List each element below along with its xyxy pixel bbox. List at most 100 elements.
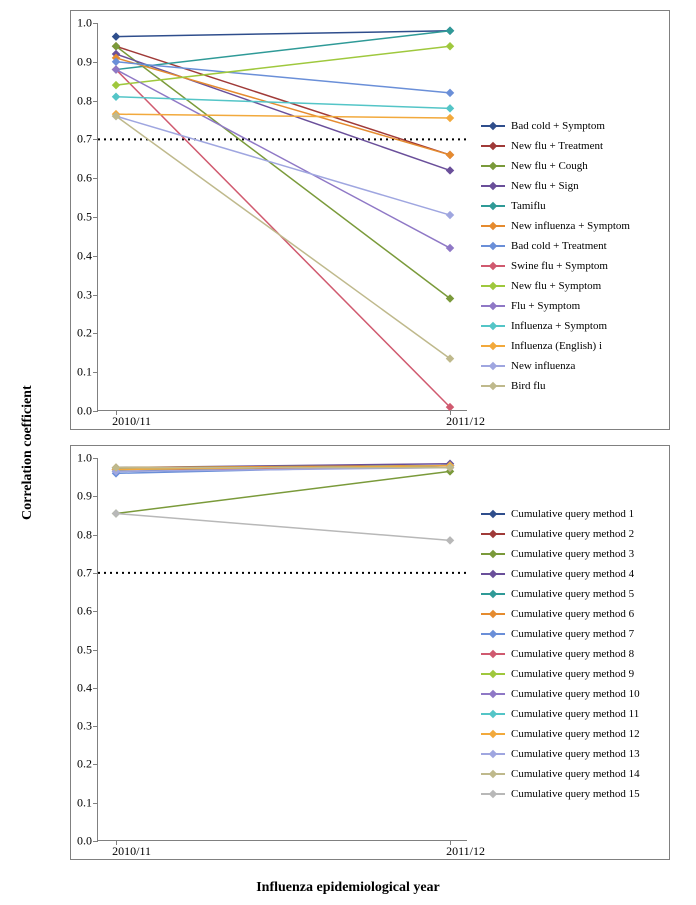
series-marker xyxy=(446,211,454,219)
legend-label: Cumulative query method 9 xyxy=(511,668,634,680)
legend-swatch xyxy=(481,668,505,680)
legend-label: Cumulative query method 7 xyxy=(511,628,634,640)
legend-label: Bird flu xyxy=(511,380,546,392)
ytick-label: 0.6 xyxy=(77,171,98,186)
legend-label: Cumulative query method 14 xyxy=(511,768,640,780)
ytick-label: 0.2 xyxy=(77,326,98,341)
xtick-label: 2011/12 xyxy=(446,410,485,429)
series-line xyxy=(116,471,450,513)
series-line xyxy=(116,70,450,408)
legend-swatch xyxy=(481,628,505,640)
legend-item: Tamiflu xyxy=(481,196,630,216)
series-line xyxy=(116,46,450,155)
legend-swatch xyxy=(481,220,505,232)
legend-swatch xyxy=(481,160,505,172)
legend-swatch xyxy=(481,300,505,312)
legend-label: New influenza xyxy=(511,360,575,372)
series-marker xyxy=(112,81,120,89)
legend-label: Flu + Symptom xyxy=(511,300,580,312)
legend-item: Cumulative query method 1 xyxy=(481,504,640,524)
y-axis-label: Correlation coefficient xyxy=(20,385,36,520)
legend-item: Cumulative query method 15 xyxy=(481,784,640,804)
legend-item: New influenza xyxy=(481,356,630,376)
legend-label: Cumulative query method 11 xyxy=(511,708,639,720)
series-marker xyxy=(446,27,454,35)
legend-label: Cumulative query method 8 xyxy=(511,648,634,660)
legend-label: Cumulative query method 5 xyxy=(511,588,634,600)
legend-swatch xyxy=(481,140,505,152)
series-marker xyxy=(446,114,454,122)
ytick-label: 1.0 xyxy=(77,16,98,31)
legend-swatch xyxy=(481,548,505,560)
legend-label: Cumulative query method 12 xyxy=(511,728,640,740)
ytick-label: 0.9 xyxy=(77,489,98,504)
series-marker xyxy=(112,92,120,100)
legend-swatch xyxy=(481,688,505,700)
legend-swatch xyxy=(481,588,505,600)
legend-label: Cumulative query method 10 xyxy=(511,688,640,700)
legend-label: Cumulative query method 1 xyxy=(511,508,634,520)
series-marker xyxy=(446,166,454,174)
bottom-chart-panel: 0.00.10.20.30.40.50.60.70.80.91.02010/11… xyxy=(70,445,670,860)
series-line xyxy=(116,62,450,93)
series-line xyxy=(116,114,450,118)
legend-swatch xyxy=(481,568,505,580)
xtick-label: 2010/11 xyxy=(112,840,151,859)
legend-label: Cumulative query method 2 xyxy=(511,528,634,540)
legend-label: Cumulative query method 4 xyxy=(511,568,634,580)
legend-swatch xyxy=(481,608,505,620)
series-line xyxy=(116,46,450,85)
legend-item: Cumulative query method 10 xyxy=(481,684,640,704)
top-lines-svg xyxy=(98,23,468,411)
series-line xyxy=(116,31,450,37)
series-line xyxy=(116,46,450,298)
legend-item: Cumulative query method 5 xyxy=(481,584,640,604)
legend-item: Cumulative query method 6 xyxy=(481,604,640,624)
legend-swatch xyxy=(481,240,505,252)
legend-item: Cumulative query method 13 xyxy=(481,744,640,764)
legend-label: New flu + Sign xyxy=(511,180,579,192)
series-marker xyxy=(446,42,454,50)
ytick-label: 0.1 xyxy=(77,795,98,810)
legend-label: New influenza + Symptom xyxy=(511,220,630,232)
x-axis-label: Influenza epidemiological year xyxy=(256,880,440,896)
legend-item: Bad cold + Symptom xyxy=(481,116,630,136)
legend-item: New flu + Sign xyxy=(481,176,630,196)
legend-item: Swine flu + Symptom xyxy=(481,256,630,276)
ytick-label: 0.4 xyxy=(77,680,98,695)
ytick-label: 0.9 xyxy=(77,54,98,69)
xtick-label: 2010/11 xyxy=(112,410,151,429)
legend-label: Tamiflu xyxy=(511,200,546,212)
legend-label: Bad cold + Treatment xyxy=(511,240,607,252)
xtick-label: 2011/12 xyxy=(446,840,485,859)
series-marker xyxy=(446,244,454,252)
legend-item: Cumulative query method 12 xyxy=(481,724,640,744)
top-plot-area: 0.00.10.20.30.40.50.60.70.80.91.02010/11… xyxy=(97,23,467,411)
legend-swatch xyxy=(481,728,505,740)
ytick-label: 0.0 xyxy=(77,404,98,419)
legend-swatch xyxy=(481,508,505,520)
ytick-label: 0.8 xyxy=(77,93,98,108)
legend-item: New flu + Cough xyxy=(481,156,630,176)
legend-item: Cumulative query method 3 xyxy=(481,544,640,564)
legend-item: Cumulative query method 7 xyxy=(481,624,640,644)
legend-item: Cumulative query method 4 xyxy=(481,564,640,584)
legend-swatch xyxy=(481,260,505,272)
legend-swatch xyxy=(481,380,505,392)
legend-swatch xyxy=(481,708,505,720)
legend-swatch xyxy=(481,120,505,132)
legend-swatch xyxy=(481,528,505,540)
legend-swatch xyxy=(481,280,505,292)
ytick-label: 0.4 xyxy=(77,248,98,263)
ytick-label: 0.7 xyxy=(77,565,98,580)
ytick-label: 0.1 xyxy=(77,365,98,380)
legend-item: Bad cold + Treatment xyxy=(481,236,630,256)
legend-swatch xyxy=(481,340,505,352)
ytick-label: 0.3 xyxy=(77,719,98,734)
legend-item: Flu + Symptom xyxy=(481,296,630,316)
ytick-label: 0.3 xyxy=(77,287,98,302)
top-chart-panel: 0.00.10.20.30.40.50.60.70.80.91.02010/11… xyxy=(70,10,670,430)
series-line xyxy=(116,116,450,215)
legend-item: Influenza + Symptom xyxy=(481,316,630,336)
ytick-label: 0.7 xyxy=(77,132,98,147)
